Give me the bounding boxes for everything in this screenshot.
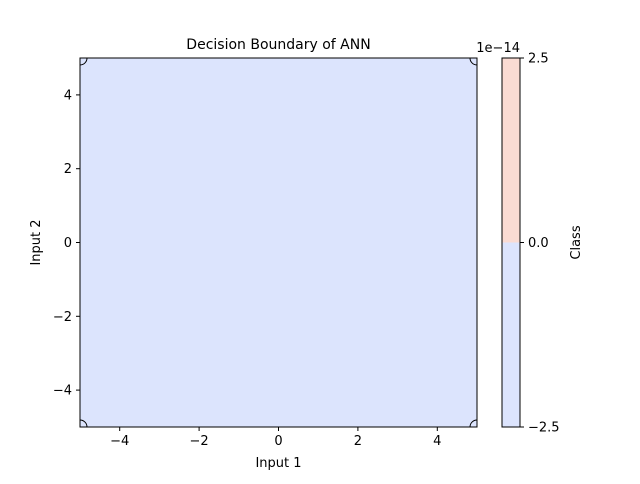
y-axis-label: Input 2 xyxy=(29,219,44,265)
x-tick-label: 0 xyxy=(274,434,282,449)
colorbar-tick-label: −2.5 xyxy=(528,421,560,436)
x-tick-label: 2 xyxy=(354,434,362,449)
x-tick-label: −2 xyxy=(190,434,209,449)
colorbar-band xyxy=(502,242,520,427)
colorbar-label: Class xyxy=(569,225,584,259)
colorbar-tick-label: 0.0 xyxy=(528,236,549,251)
x-tick-label: 4 xyxy=(433,434,441,449)
y-axis: −4 −2 0 2 4 xyxy=(53,88,80,399)
colorbar-tick-label: 2.5 xyxy=(528,52,549,67)
colorbar-bands xyxy=(502,58,520,427)
x-axis: −4 −2 0 2 4 xyxy=(110,427,441,449)
y-tick-label: 4 xyxy=(64,88,72,103)
y-tick-label: 2 xyxy=(64,162,72,177)
colorbar-scale-note: 1e−14 xyxy=(476,41,520,56)
x-axis-label: Input 1 xyxy=(255,456,301,471)
colorbar: −2.5 0.0 2.5 1e−14 Class xyxy=(476,41,584,436)
colorbar-band xyxy=(502,58,520,243)
decision-region xyxy=(80,58,477,427)
colorbar-ticks: −2.5 0.0 2.5 xyxy=(520,52,560,436)
y-tick-label: −2 xyxy=(53,310,72,325)
x-tick-label: −4 xyxy=(110,434,129,449)
chart-title: Decision Boundary of ANN xyxy=(186,37,370,53)
y-tick-label: 0 xyxy=(64,236,72,251)
y-tick-label: −4 xyxy=(53,384,72,399)
